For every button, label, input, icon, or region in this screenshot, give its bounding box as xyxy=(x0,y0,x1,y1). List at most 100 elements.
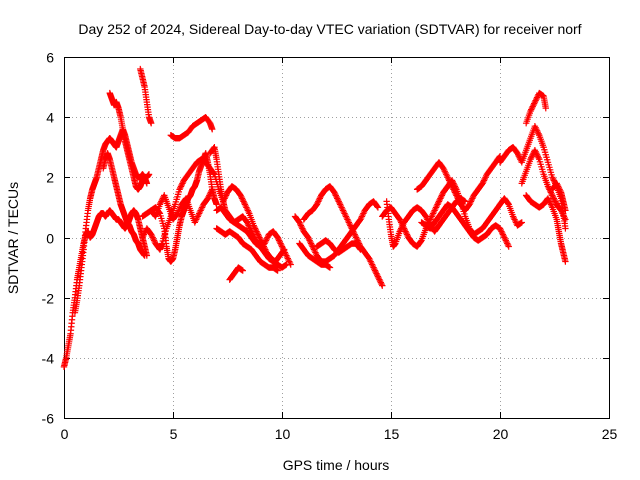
data-point xyxy=(205,193,212,201)
data-point xyxy=(550,177,557,184)
data-point xyxy=(375,274,382,282)
data-point xyxy=(530,100,538,107)
x-tick-label: 25 xyxy=(602,426,618,442)
data-point xyxy=(222,192,230,199)
data-point xyxy=(514,150,521,157)
data-point xyxy=(449,184,456,192)
series-track-e xyxy=(137,65,155,127)
data-point xyxy=(176,186,183,193)
data-point xyxy=(240,198,247,205)
data-point xyxy=(336,201,344,208)
series-track-z xyxy=(522,192,569,265)
data-point xyxy=(206,192,213,199)
data-point xyxy=(239,196,246,204)
data-point xyxy=(445,175,452,183)
data-point xyxy=(246,225,254,232)
data-point xyxy=(503,238,510,246)
data-point xyxy=(249,231,257,238)
data-point xyxy=(542,104,549,112)
data-point xyxy=(150,237,158,244)
data-point xyxy=(552,198,559,205)
data-point xyxy=(359,211,366,219)
data-point xyxy=(336,199,343,207)
data-point xyxy=(345,219,353,226)
data-point xyxy=(453,193,461,201)
data-point xyxy=(177,204,184,211)
data-point xyxy=(498,228,505,235)
y-tick-label: -4 xyxy=(42,351,55,367)
data-point xyxy=(251,234,258,241)
data-point xyxy=(277,240,284,247)
data-point xyxy=(417,238,424,245)
data-point xyxy=(376,276,383,283)
data-point xyxy=(548,190,555,198)
data-point xyxy=(554,181,561,189)
data-point xyxy=(480,177,488,184)
data-point xyxy=(287,261,294,268)
data-point xyxy=(174,208,182,216)
data-point xyxy=(307,238,314,246)
data-point xyxy=(480,178,487,186)
data-point xyxy=(448,181,455,189)
data-point xyxy=(514,151,522,158)
data-point xyxy=(326,264,334,271)
data-point xyxy=(500,232,507,240)
data-point xyxy=(435,199,442,207)
data-point xyxy=(367,258,374,265)
series-track-g xyxy=(148,186,216,226)
data-point xyxy=(347,223,355,231)
data-point xyxy=(284,255,292,262)
y-tick-label: 4 xyxy=(46,110,54,126)
data-point xyxy=(331,189,338,196)
chart-title: Day 252 of 2024, Sidereal Day-to-day VTE… xyxy=(78,21,581,37)
data-point xyxy=(353,235,361,243)
series-track-c xyxy=(100,150,148,259)
data-point xyxy=(547,201,555,208)
data-point xyxy=(518,219,525,226)
data-point xyxy=(209,126,216,133)
data-point xyxy=(281,249,289,256)
data-point xyxy=(275,235,282,243)
data-point xyxy=(347,222,354,229)
data-point xyxy=(213,201,220,208)
data-point xyxy=(562,207,569,214)
data-point xyxy=(528,153,536,160)
data-point xyxy=(496,225,504,232)
data-point xyxy=(191,219,198,226)
data-point xyxy=(209,186,216,193)
data-point xyxy=(533,127,541,134)
data-point xyxy=(334,196,342,204)
data-point xyxy=(286,258,293,265)
data-point xyxy=(285,256,292,264)
data-point xyxy=(443,172,451,180)
data-point xyxy=(559,210,566,217)
data-point xyxy=(501,235,509,243)
data-point xyxy=(242,202,249,210)
data-point xyxy=(504,200,512,207)
data-point xyxy=(204,195,212,202)
data-point xyxy=(247,226,254,234)
data-point xyxy=(148,119,155,127)
data-point xyxy=(274,234,281,241)
data-point xyxy=(177,183,185,190)
data-point xyxy=(245,208,252,216)
data-point xyxy=(274,267,281,274)
data-point xyxy=(550,195,557,202)
data-point xyxy=(356,245,363,252)
data-point xyxy=(298,223,305,231)
data-point xyxy=(307,240,315,247)
data-point xyxy=(262,238,269,246)
data-point xyxy=(546,198,553,205)
data-point xyxy=(435,198,443,205)
data-point xyxy=(175,207,183,214)
data-point xyxy=(553,180,560,187)
data-point xyxy=(341,210,348,217)
data-point xyxy=(528,106,535,113)
data-point xyxy=(401,226,409,234)
data-point xyxy=(562,258,569,265)
series-track-y xyxy=(518,147,569,223)
data-point xyxy=(282,250,289,258)
data-point xyxy=(210,170,217,177)
data-point xyxy=(379,282,386,289)
